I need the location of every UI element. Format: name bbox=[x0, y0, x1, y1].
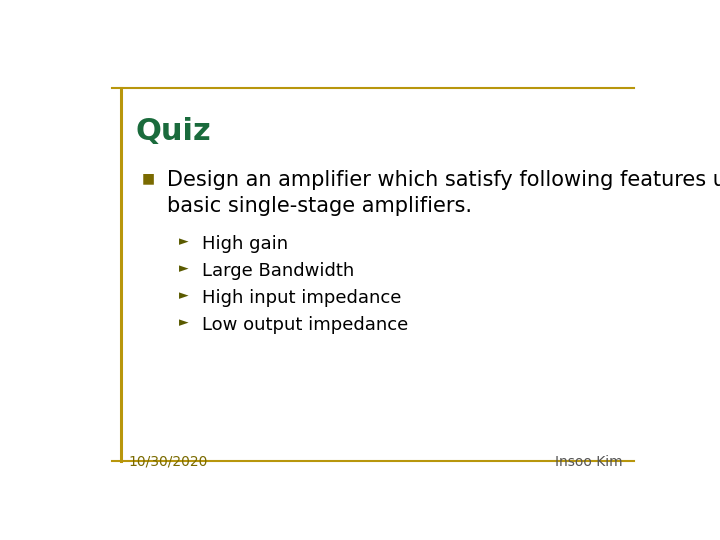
Text: basic single-stage amplifiers.: basic single-stage amplifiers. bbox=[167, 196, 472, 216]
Text: High input impedance: High input impedance bbox=[202, 289, 401, 307]
Text: ►: ► bbox=[179, 235, 189, 248]
Text: ►: ► bbox=[179, 289, 189, 302]
Text: Low output impedance: Low output impedance bbox=[202, 316, 408, 334]
Text: Insoo Kim: Insoo Kim bbox=[555, 455, 623, 469]
Text: High gain: High gain bbox=[202, 235, 288, 253]
Text: ■: ■ bbox=[141, 171, 155, 185]
Text: ►: ► bbox=[179, 262, 189, 275]
Text: 10/30/2020: 10/30/2020 bbox=[128, 455, 207, 469]
Text: Design an amplifier which satisfy following features using: Design an amplifier which satisfy follow… bbox=[167, 170, 720, 190]
Text: ►: ► bbox=[179, 316, 189, 329]
Text: Quiz: Quiz bbox=[136, 117, 212, 146]
Text: Large Bandwidth: Large Bandwidth bbox=[202, 262, 354, 280]
